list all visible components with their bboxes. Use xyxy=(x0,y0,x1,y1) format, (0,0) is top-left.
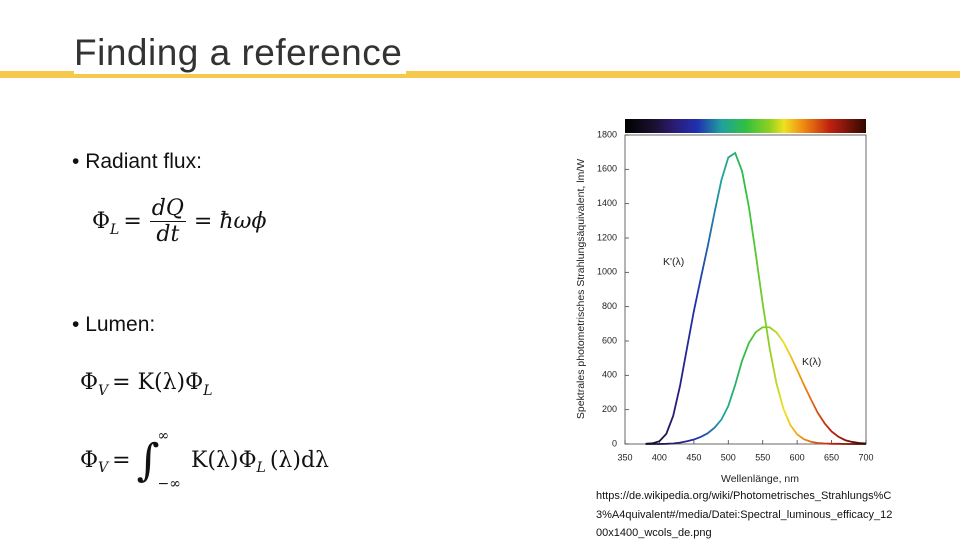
y-tick-label: 200 xyxy=(602,404,617,414)
y-tick-label: 400 xyxy=(602,370,617,380)
bullet-text: Lumen: xyxy=(85,313,156,336)
y-tick-label: 1600 xyxy=(597,164,617,174)
y-tick-label: 1400 xyxy=(597,198,617,208)
x-tick-label: 450 xyxy=(686,452,701,462)
fraction: dQ dt xyxy=(149,196,186,247)
x-axis-label: Wellenlänge, nm xyxy=(721,473,799,485)
symbol: Φ xyxy=(80,447,99,473)
curve-label: K(λ) xyxy=(802,356,821,368)
bullet: • Radiant flux: xyxy=(72,150,202,173)
subscript: V xyxy=(98,382,109,399)
y-tick-label: 1200 xyxy=(597,232,617,242)
rhs: = K(λ)Φ xyxy=(112,370,204,395)
denominator: dt xyxy=(156,222,180,247)
x-tick-label: 600 xyxy=(790,452,805,462)
limits: ∞ −∞ xyxy=(158,428,181,492)
bullet: • Lumen: xyxy=(72,313,156,336)
x-tick-label: 350 xyxy=(617,452,632,462)
y-tick-label: 1000 xyxy=(597,267,617,277)
y-axis-label: Spektrales photometrisches Strahlungsäqu… xyxy=(575,159,587,419)
subscript: L xyxy=(256,460,266,476)
x-tick-label: 500 xyxy=(721,452,736,462)
integrand: (λ)dλ xyxy=(269,447,329,473)
curve xyxy=(645,151,866,445)
x-tick-label: 400 xyxy=(652,452,667,462)
y-tick-label: 600 xyxy=(602,335,617,345)
integrand: K(λ)Φ xyxy=(190,447,257,473)
numerator: dQ xyxy=(149,196,186,222)
x-tick-label: 650 xyxy=(824,452,839,462)
x-tick-label: 700 xyxy=(858,452,873,462)
x-tick-label: 550 xyxy=(755,452,770,462)
source-line: 3%A4quivalent#/media/Datei:Spectral_lumi… xyxy=(596,509,893,521)
subscript: L xyxy=(203,382,213,399)
symbol: Φ xyxy=(80,370,99,395)
y-tick-label: 1800 xyxy=(597,129,617,139)
title-rule xyxy=(0,71,960,78)
spectrum-bar xyxy=(625,119,866,133)
symbol: Φ xyxy=(92,209,111,234)
integral-sign: ∫ xyxy=(136,434,160,486)
curve xyxy=(645,326,867,445)
equals: = xyxy=(112,447,131,473)
subscript: V xyxy=(98,460,109,476)
integral: ∫ ∞ −∞ xyxy=(137,428,185,492)
source-line: https://de.wikipedia.org/wiki/Photometri… xyxy=(596,490,892,502)
upper-limit: ∞ xyxy=(157,428,170,444)
curve-label: K'(λ) xyxy=(663,256,684,268)
bullet-text: Radiant flux: xyxy=(85,150,202,173)
subscript: L xyxy=(110,221,120,238)
lower-limit: −∞ xyxy=(157,476,181,492)
plot-frame xyxy=(624,134,867,445)
rhs: = ħωϕ xyxy=(193,209,267,234)
source-line: 00x1400_wcols_de.png xyxy=(596,527,712,539)
equals: = xyxy=(123,209,142,234)
title: Finding a reference xyxy=(74,32,407,74)
y-tick-label: 0 xyxy=(612,438,617,448)
y-tick-label: 800 xyxy=(602,301,617,311)
